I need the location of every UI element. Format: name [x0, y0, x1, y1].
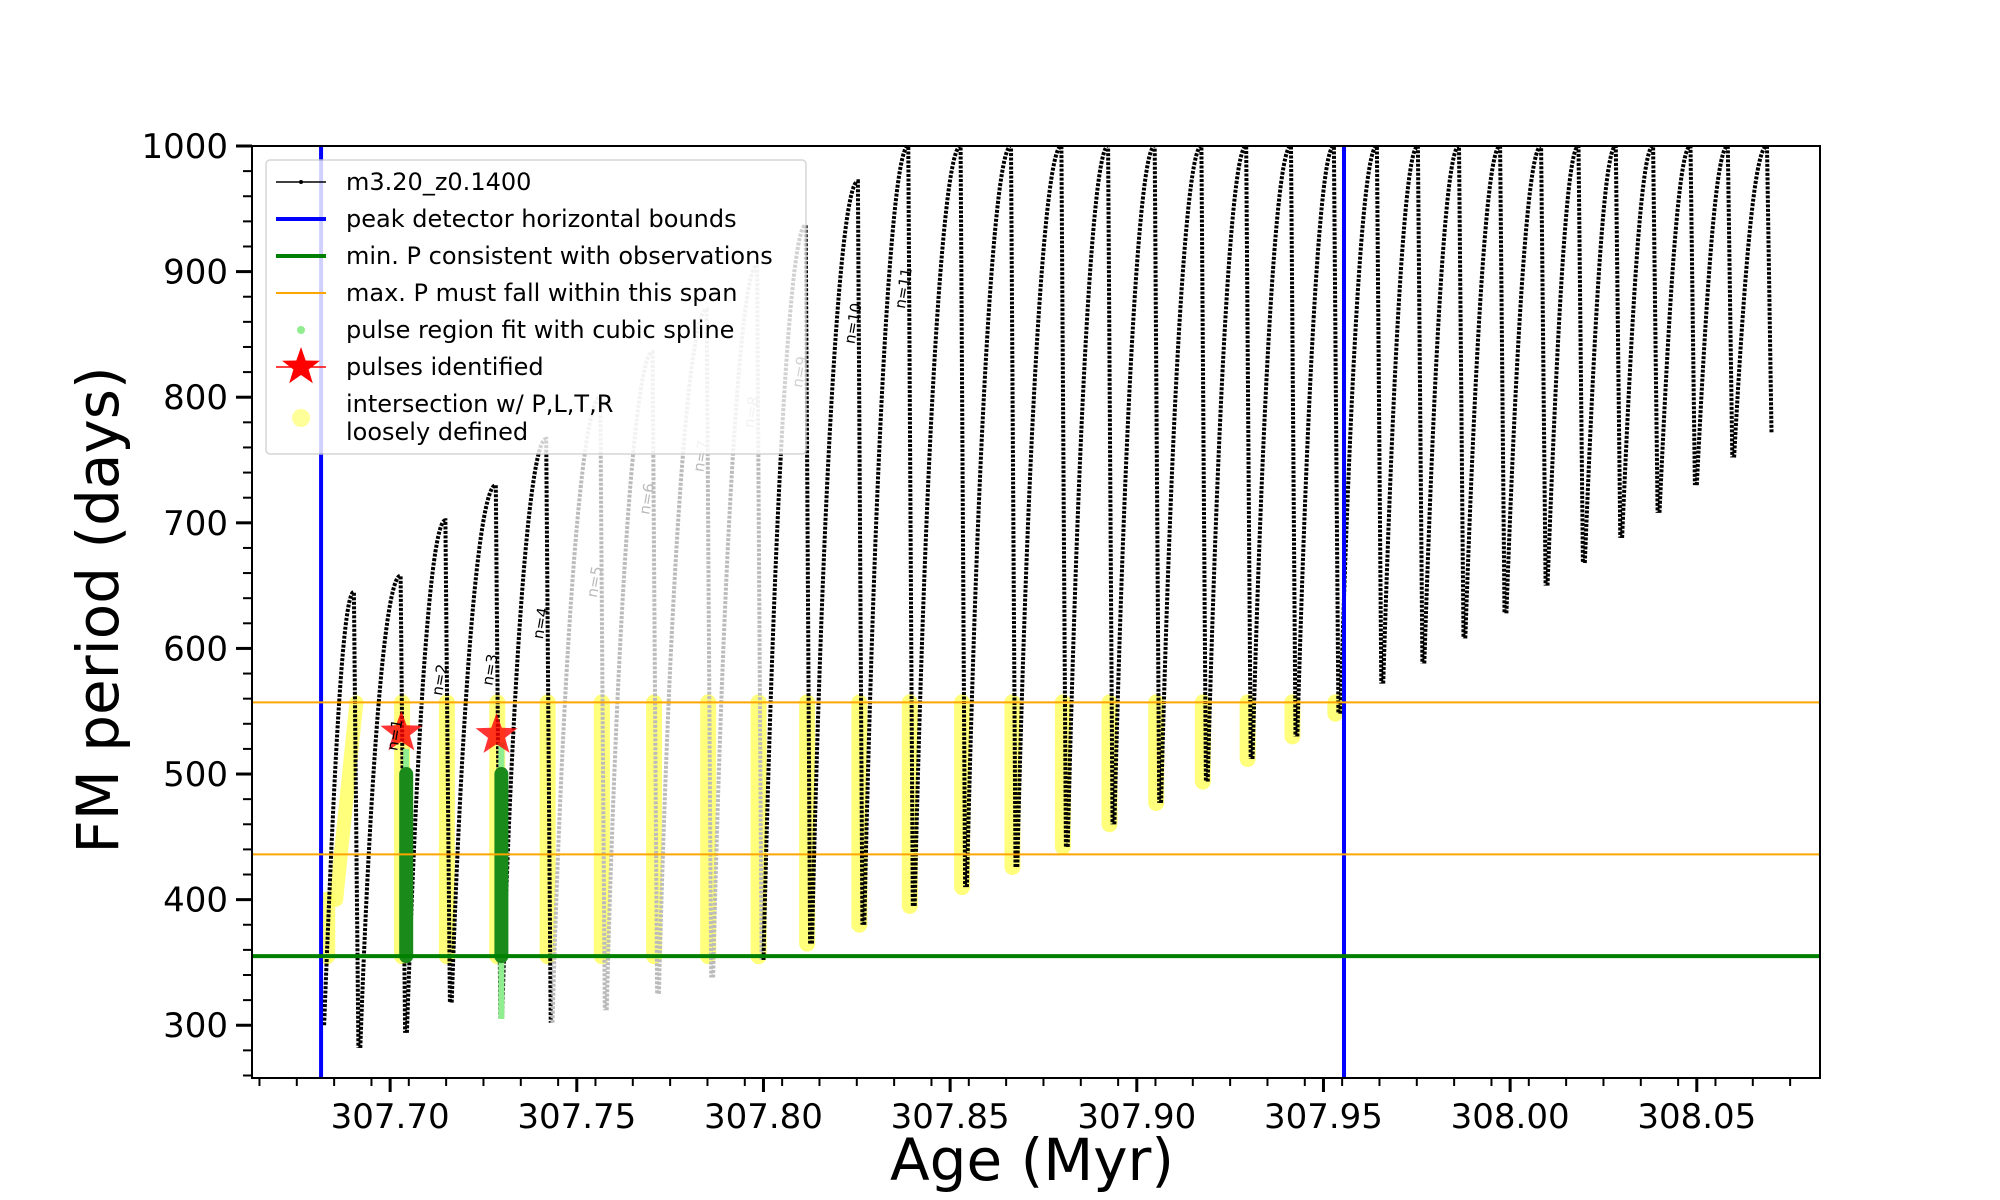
period-track [1112, 146, 1162, 825]
legend-label: m3.20_z0.1400 [346, 168, 531, 196]
legend-label: max. P must fall within this span [346, 279, 737, 307]
period-track [1381, 146, 1425, 684]
period-track [1545, 146, 1585, 586]
y-tick-label: 700 [163, 504, 228, 544]
y-tick-label: 900 [163, 253, 228, 293]
pulse-number-label: n=2 [428, 663, 451, 697]
legend-handle-dot [299, 180, 303, 184]
legend-handle-dot [292, 409, 310, 427]
period-track [964, 146, 1018, 888]
legend-label: pulses identified [346, 353, 544, 381]
plot-area: n=1n=2n=3n=4n=5n=6n=7n=8n=9n=10n=11 [252, 146, 1820, 1078]
x-axis-label: Age (Myr) [890, 1126, 1174, 1194]
period-track [1657, 146, 1697, 513]
period-track [1205, 146, 1253, 782]
pulse-number-label: n=5 [583, 565, 606, 599]
x-tick-label: 307.80 [704, 1097, 823, 1137]
legend-handle-star [282, 347, 320, 384]
y-tick-label: 400 [163, 881, 228, 921]
pulse-identified-star [380, 710, 423, 751]
legend-label: pulse region fit with cubic spline [346, 316, 734, 344]
period-track [1732, 146, 1774, 458]
pulse-number-label: n=3 [479, 653, 502, 687]
y-tick-label: 800 [163, 378, 228, 418]
period-track [1582, 146, 1623, 564]
pulse-number-label: n=11 [891, 266, 916, 310]
axes: 307.70 307.75 307.80 307.85 307.90 307.95 308.… [141, 127, 1821, 1137]
x-tick-label: 308.05 [1637, 1097, 1756, 1137]
period-track [1338, 146, 1384, 714]
period-track [322, 589, 361, 1048]
legend-label: intersection w/ P,L,T,R [346, 390, 613, 418]
plot-clip-group: n=1n=2n=3n=4n=5n=6n=7n=8n=9n=10n=11 [252, 146, 1820, 1078]
pulse-number-label: n=4 [529, 606, 552, 640]
intersection-marker [329, 695, 364, 907]
period-track [862, 146, 915, 925]
period-track [1694, 146, 1735, 486]
period-track [711, 263, 764, 978]
legend-box [265, 159, 807, 455]
period-track [1295, 146, 1341, 737]
period-track [1159, 146, 1208, 803]
x-tick-label: 307.75 [517, 1097, 636, 1137]
period-track [1504, 146, 1548, 614]
legend-label: peak detector horizontal bounds [346, 205, 737, 233]
x-tick-label: 307.90 [1077, 1097, 1196, 1137]
y-tick-label: 500 [163, 755, 228, 795]
x-tick-label: 307.70 [331, 1097, 450, 1137]
pulse-identified-star [475, 713, 518, 753]
y-tick-label: 300 [163, 1006, 228, 1046]
period-track [810, 179, 865, 944]
plot-frame [251, 145, 1821, 1079]
period-track [1065, 146, 1115, 847]
legend-handle-dot [297, 326, 305, 334]
period-track [1463, 146, 1507, 639]
x-tick-label: 308.00 [1451, 1097, 1570, 1137]
x-tick-label: 307.85 [891, 1097, 1010, 1137]
legend-label: loosely defined [346, 418, 528, 446]
period-track [1250, 146, 1298, 760]
pulse-number-label: n=10 [841, 302, 866, 346]
x-tick-label: 307.95 [1264, 1097, 1383, 1137]
period-track [1015, 146, 1068, 868]
legend-label: min. P consistent with observations [346, 242, 773, 270]
pulse-number-label: n=6 [635, 482, 658, 516]
y-axis-label: FM period (days) [64, 366, 132, 853]
period-track [912, 146, 968, 906]
period-track [1620, 146, 1660, 538]
period-track [1422, 146, 1466, 664]
y-tick-label: 1000 [141, 127, 228, 167]
y-tick-label: 600 [163, 629, 228, 669]
pulse-number-label: n=1 [383, 718, 406, 752]
